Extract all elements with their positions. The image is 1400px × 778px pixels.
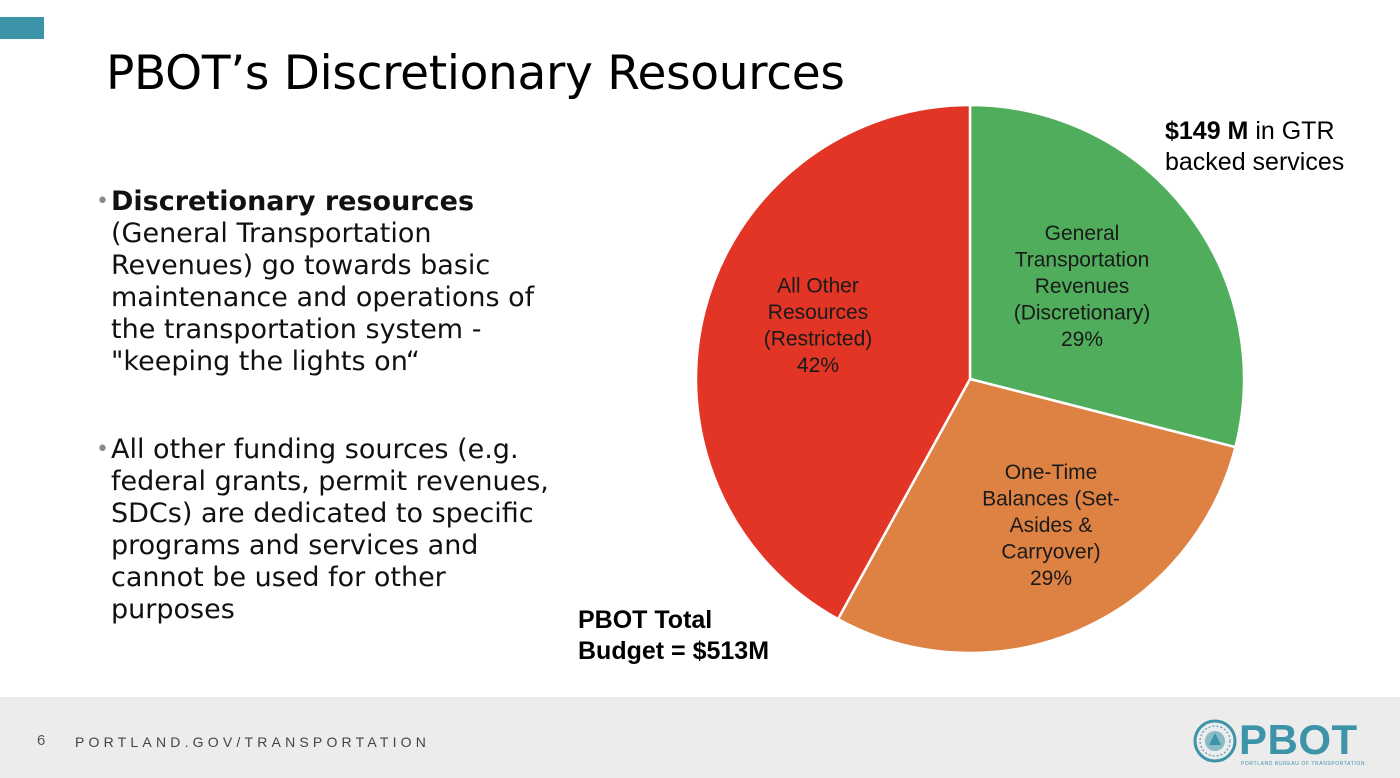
bullet-item-discretionary: • Discretionary resources (General Trans…	[96, 186, 566, 378]
pie-slice-label-line: Balances (Set-	[982, 488, 1120, 511]
pie-slice-label-line: 29%	[1061, 328, 1103, 351]
pie-slice-1	[836, 377, 1237, 655]
city-seal-icon	[1193, 719, 1237, 763]
pie-slice-label-line: 29%	[1030, 567, 1072, 590]
pie-slice-label-line: Transportation	[1015, 249, 1150, 272]
footer: 6 PORTLAND.GOV/TRANSPORTATION PBOT PORTL…	[0, 697, 1400, 778]
page-number: 6	[37, 732, 46, 749]
pie-slice-label-line: General	[1045, 222, 1120, 245]
pie-slice-label-0: General Transportation Revenues (Discretion…	[1014, 222, 1151, 351]
total-budget-line1: PBOT Total	[578, 606, 713, 634]
bullet-list: • Discretionary resources (General Trans…	[96, 186, 566, 626]
logo-wordmark: PBOT	[1239, 716, 1358, 763]
pie-slice-label-line: 42%	[797, 354, 839, 377]
pie-slice-label-line: One-Time	[1005, 461, 1098, 484]
bullet-bold-text: Discretionary resources	[111, 186, 475, 217]
pie-slice-label-line: (Discretionary)	[1014, 302, 1151, 325]
pie-slice-label-2: All Other Resources (Restricted) 42%	[764, 274, 873, 377]
pie-slice-label-line: (Restricted)	[764, 327, 873, 350]
gtr-annotation: $149 M in GTR backed services	[1165, 116, 1344, 178]
pie-slice-label-line: Resources	[768, 301, 868, 324]
pie-slice-label-line: All Other	[777, 274, 859, 297]
total-budget-line2: Budget = $513M	[578, 637, 770, 665]
slide-title: PBOT’s Discretionary Resources	[106, 46, 845, 101]
bullet-item-other-funding: • All other funding sources (e.g. federa…	[96, 434, 566, 626]
pie-slice-label-line: Carryover)	[1001, 541, 1100, 564]
pbot-logo: PBOT PORTLAND BUREAU OF TRANSPORTATION	[1193, 719, 1365, 767]
bullet-marker: •	[96, 437, 109, 462]
pie-chart: General Transportation Revenues (Discretion…	[694, 103, 1246, 655]
bullet-marker: •	[96, 189, 109, 214]
pie-slice-2	[694, 103, 972, 621]
bullet-text: (General Transportation Revenues) go tow…	[111, 218, 535, 377]
logo-subtext: PORTLAND BUREAU OF TRANSPORTATION	[1241, 761, 1366, 767]
gtr-annotation-line2: backed services	[1165, 148, 1345, 176]
pie-slice-label-line: Revenues	[1035, 275, 1130, 298]
total-budget-annotation: PBOT Total Budget = $513M	[578, 605, 769, 667]
footer-url: PORTLAND.GOV/TRANSPORTATION	[75, 734, 431, 750]
bullet-text: All other funding sources (e.g. federal …	[111, 434, 549, 625]
pie-slice-0	[968, 103, 1246, 449]
accent-bar	[0, 17, 44, 39]
gtr-annotation-rest: in GTR	[1248, 117, 1335, 145]
pie-slice-label-line: Asides &	[1010, 514, 1093, 537]
pie-slice-label-1: One-Time Balances (Set- Asides & Carryover)…	[982, 461, 1120, 590]
gtr-amount: $149 M	[1165, 117, 1249, 145]
